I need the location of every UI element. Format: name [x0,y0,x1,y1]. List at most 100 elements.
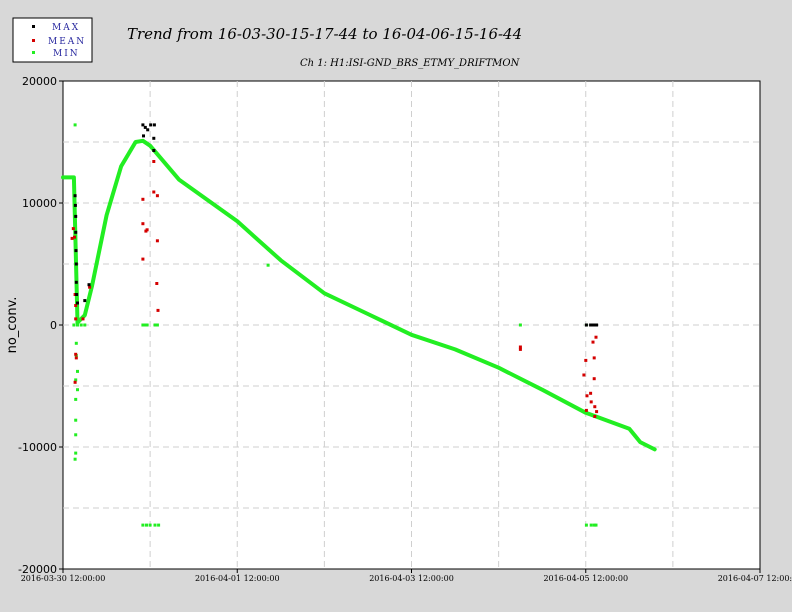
point-max [87,283,91,287]
point-mean [585,394,589,398]
point-min [74,378,78,382]
point-max [83,299,87,303]
point-max [141,123,145,127]
point-mean [141,257,145,261]
chart-title: Trend from 16-03-30-15-17-44 to 16-04-06… [127,25,522,43]
legend: MAX MEAN MIN [12,17,93,63]
point-min [76,369,79,373]
point-min [592,523,596,527]
point-min [594,523,598,527]
point-max [152,123,156,127]
y-axis-label: no_conv. [5,297,20,354]
point-max [73,194,77,198]
point-mean [145,228,149,232]
point-min [157,523,161,527]
point-mean [592,377,596,381]
x-tick-label: 2016-04-05 12:00:00 [543,574,628,583]
point-min [143,323,147,327]
point-mean [70,236,74,240]
point-min [83,323,87,327]
chart-subtitle: Ch 1: H1:ISI-GND_BRS_ETMY_DRIFTMON [300,58,521,69]
point-max [74,230,78,234]
point-min [74,451,78,455]
point-min [148,523,152,527]
point-min [74,397,78,401]
point-min [76,388,79,392]
point-mean [155,282,159,285]
point-mean [155,239,159,243]
point-max [146,128,150,132]
y-tick-label: 20000 [22,75,57,88]
point-max [76,301,79,305]
point-mean [74,352,78,356]
y-tick-label: -20000 [18,563,57,576]
point-mean [152,160,156,163]
y-tick-label: 10000 [22,197,57,210]
point-max [74,280,78,284]
min-trend-line [61,138,657,452]
point-min [266,263,270,267]
point-mean [71,227,75,231]
point-mean [73,380,77,384]
point-mean [156,308,160,312]
point-max [589,323,593,327]
legend-label-mean: MEAN [48,37,86,47]
point-mean [152,190,156,194]
point-min [74,433,78,437]
point-max [584,323,588,327]
point-min [74,418,78,422]
point-max [152,136,156,140]
x-tick-label: 2016-04-03 12:00:00 [369,574,454,583]
point-mean [74,304,78,307]
data-marks [70,123,599,527]
legend-box [12,17,93,63]
x-tick-label: 2016-04-07 12:00:00 [718,574,792,583]
point-max [595,323,599,327]
legend-swatch-min [32,51,35,54]
point-mean [593,415,597,418]
point-mean [594,335,598,339]
point-mean [74,356,78,360]
point-mean [88,285,92,289]
point-max [142,134,145,138]
point-min [74,341,78,345]
point-mean [74,317,78,321]
point-min [584,523,588,527]
point-min [72,323,76,327]
point-min [145,323,149,327]
point-mean [589,391,593,395]
x-tick-label: 2016-04-01 12:00:00 [195,574,280,583]
point-max [591,323,595,327]
point-min [141,323,145,327]
point-mean [584,358,588,362]
point-min [73,123,77,127]
point-max [73,203,77,207]
point-max [74,262,78,266]
point-min [155,323,159,327]
point-mean [518,345,522,349]
point-max [143,125,147,129]
legend-label-max: MAX [52,23,80,33]
point-min [589,523,593,527]
point-max [149,123,153,127]
point-mean [593,405,597,409]
y-tick-label: -10000 [18,441,57,454]
point-max [75,293,79,296]
point-mean [81,317,85,321]
point-min [518,323,522,327]
point-mean [582,373,586,377]
legend-label-min: MIN [53,49,80,59]
point-min [141,523,145,527]
point-mean [584,408,588,412]
point-mean [141,197,145,201]
point-min [73,457,77,461]
point-mean [73,235,76,239]
x-tick-label: 2016-03-30 12:00:00 [21,574,106,583]
point-max [74,249,78,253]
min-trend-series [61,138,657,452]
point-min [145,523,148,527]
point-max [74,214,78,218]
point-max [152,149,156,152]
point-mean [155,194,159,198]
